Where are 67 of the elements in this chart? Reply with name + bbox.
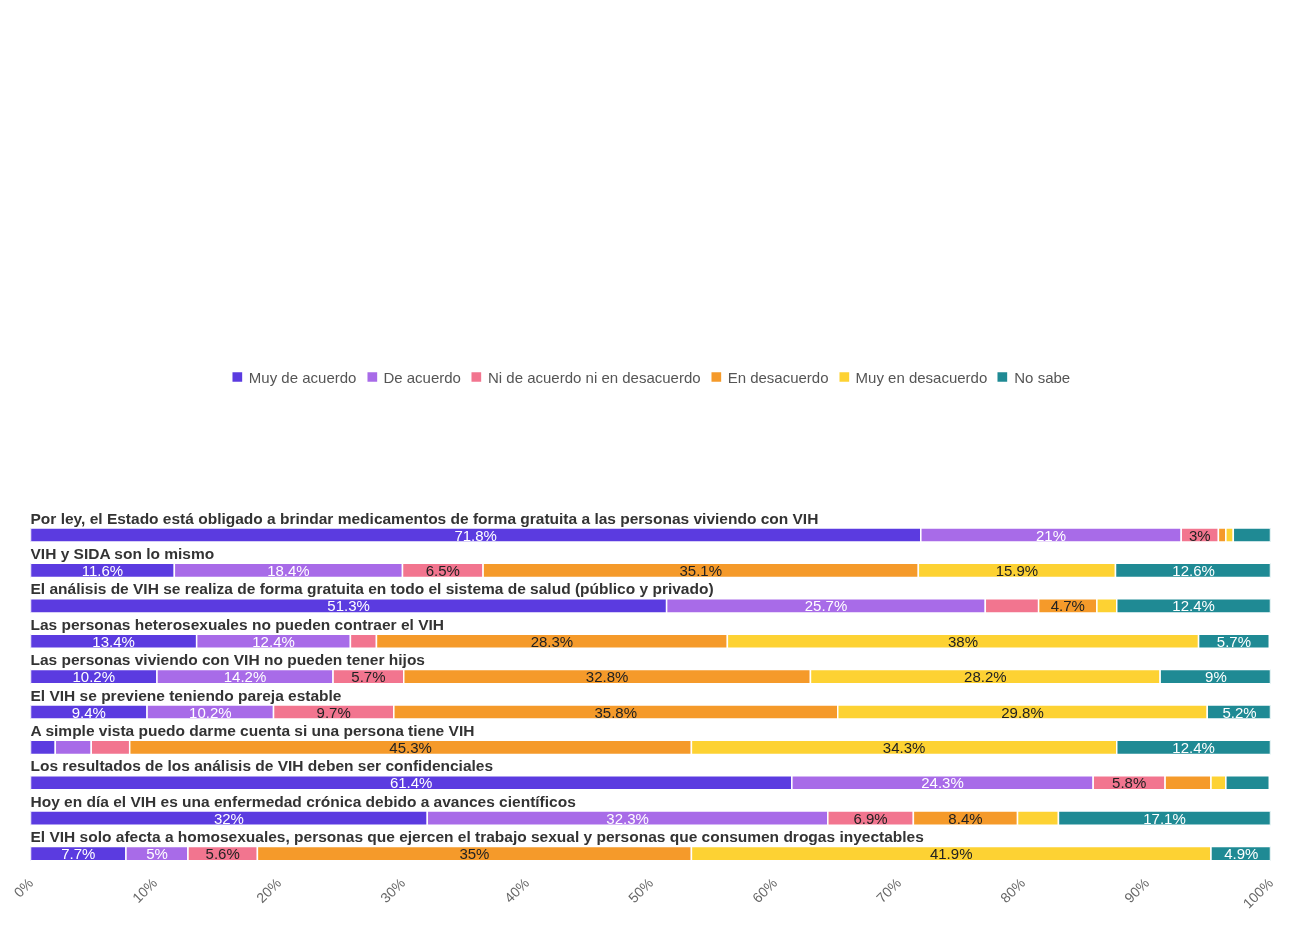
- data-label: 5.2%: [1222, 703, 1257, 721]
- x-tick-label: 40%: [501, 874, 533, 906]
- data-label: 35.1%: [679, 561, 722, 579]
- y-tick-label: Las personas heterosexuales no pueden contraer el VIH: [30, 615, 444, 633]
- data-label: 5.7%: [1216, 632, 1252, 650]
- data-label: 13.4%: [92, 632, 135, 650]
- y-tick-label: El VIH solo afecta a homosexuales, personas que ejercen el trabajo sexual y personas que consumen drogas inyectables: [30, 828, 924, 846]
- data-label: 32%: [213, 809, 244, 827]
- data-label: 34.3%: [882, 738, 926, 756]
- data-label: 9.7%: [316, 703, 351, 721]
- legend-label: Ni de acuerdo ni en desacuerdo: [487, 368, 701, 386]
- data-label: 6.9%: [853, 809, 888, 827]
- legend-label: No sabe: [1014, 368, 1071, 386]
- legend-label: Muy en desacuerdo: [855, 368, 988, 386]
- data-label: 28.2%: [964, 668, 1007, 686]
- data-label: 35%: [459, 845, 490, 863]
- data-label: 41.9%: [929, 845, 973, 863]
- data-label: 9%: [1205, 668, 1227, 686]
- legend-label: De acuerdo: [383, 368, 461, 386]
- y-tick-label: Por ley, el Estado está obligado a brindar medicamentos de forma gratuita a las personas viviendo con VIH: [30, 509, 819, 527]
- data-label: 5.6%: [205, 845, 240, 863]
- x-tick-label: 60%: [749, 874, 781, 906]
- data-label: 71.8%: [454, 526, 497, 544]
- legend-label: Muy de acuerdo: [248, 368, 357, 386]
- data-label: 8.4%: [948, 809, 983, 827]
- data-label: 12.6%: [1172, 561, 1215, 579]
- data-label: 9.4%: [71, 703, 106, 721]
- data-label: 5.7%: [351, 668, 386, 686]
- data-label: 32.8%: [585, 668, 629, 686]
- data-label: 12.4%: [252, 632, 295, 650]
- data-label: 3%: [1188, 526, 1211, 544]
- data-label: 6.5%: [425, 561, 460, 579]
- data-label: 11.6%: [81, 561, 124, 579]
- data-label: 12.4%: [1172, 738, 1215, 756]
- data-label: 32.3%: [606, 809, 649, 827]
- data-label: 5.8%: [1112, 774, 1147, 792]
- y-tick-label: El VIH se previene teniendo pareja estable: [30, 686, 342, 704]
- data-label: 4.7%: [1050, 597, 1085, 615]
- x-tick-label: 0%: [10, 874, 37, 901]
- data-label: 45.3%: [389, 738, 432, 756]
- data-label: 28.3%: [530, 632, 574, 650]
- data-label: 29.8%: [1001, 703, 1044, 721]
- data-label: 24.3%: [921, 774, 964, 792]
- legend-label: En desacuerdo: [727, 368, 829, 386]
- data-label: 14.2%: [223, 668, 267, 686]
- y-tick-label: Los resultados de los análisis de VIH deben ser confidenciales: [30, 757, 494, 775]
- data-label: 21%: [1036, 526, 1067, 544]
- y-tick-label: Hoy en día el VIH es una enfermedad crónica debido a avances científicos: [30, 792, 576, 810]
- data-label: 25.7%: [804, 597, 848, 615]
- data-label: 5%: [146, 845, 168, 863]
- y-tick-label: A simple vista puedo darme cuenta si una persona tiene VIH: [30, 721, 475, 739]
- data-label: 10.2%: [189, 703, 232, 721]
- data-label: 12.4%: [1172, 597, 1215, 615]
- y-tick-label: VIH y SIDA son lo mismo: [30, 544, 215, 562]
- data-label: 51.3%: [327, 597, 370, 615]
- y-tick-label: El análisis de VIH se realiza de forma gratuita en todo el sistema de salud (público y privado): [30, 580, 714, 598]
- data-label: 7.7%: [61, 845, 96, 863]
- data-label: 15.9%: [995, 561, 1039, 579]
- data-label: 61.4%: [389, 774, 433, 792]
- y-tick-label: Las personas viviendo con VIH no pueden tener hijos: [30, 651, 425, 669]
- data-label: 18.4%: [267, 561, 310, 579]
- data-label: 4.9%: [1224, 845, 1259, 863]
- data-label: 38%: [947, 632, 978, 650]
- data-label: 10.2%: [72, 668, 116, 686]
- x-tick-label: 70%: [873, 874, 905, 906]
- data-label: 17.1%: [1143, 809, 1186, 827]
- data-label: 35.8%: [594, 703, 638, 721]
